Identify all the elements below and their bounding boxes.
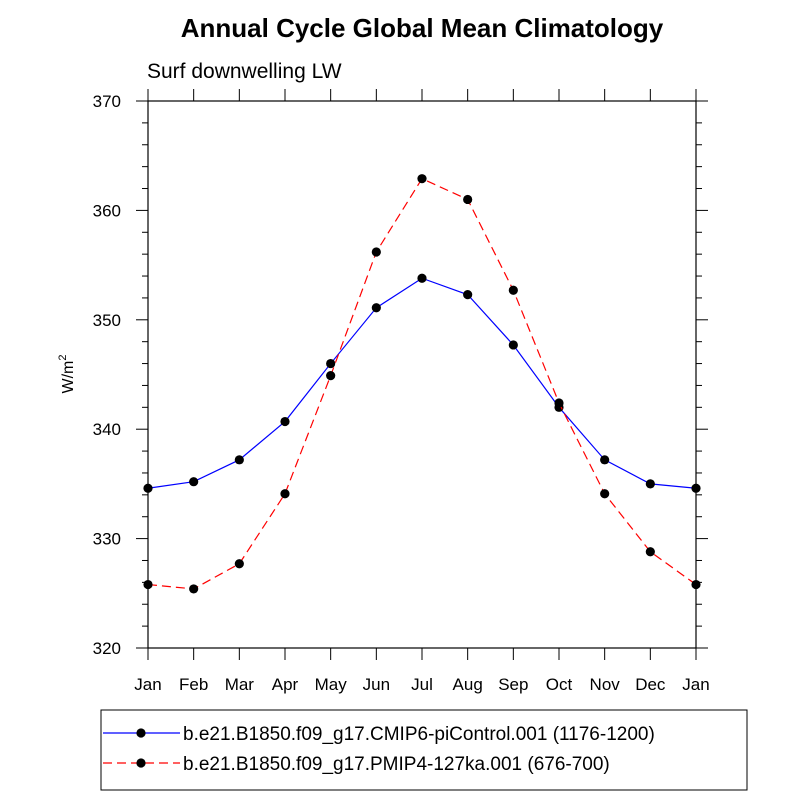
legend-label: b.e21.B1850.f09_g17.CMIP6-piControl.001 …: [183, 724, 655, 745]
data-point: [417, 273, 427, 283]
x-tick-label: Aug: [453, 675, 483, 694]
y-axis-label-units: W/m: [60, 361, 77, 394]
data-point: [326, 358, 336, 369]
y-tick-label: 340: [93, 420, 121, 439]
legend-marker: [136, 728, 146, 738]
x-tick-label: Jan: [134, 675, 161, 694]
data-point: [554, 398, 564, 408]
data-point: [326, 370, 336, 381]
y-tick-label: 320: [93, 639, 121, 658]
y-axis-label-superscript: 2: [57, 355, 69, 361]
legend-box: [100, 709, 748, 791]
data-point: [280, 489, 290, 499]
x-tick-label: Jan: [682, 675, 709, 694]
series-line: [147, 277, 697, 489]
axis-ticks: [136, 89, 708, 660]
series-1: [143, 273, 701, 493]
tick-labels: 320 330 340 350 360 370 Jan Feb Mar Apr May Jun Jul A…: [93, 92, 710, 694]
series-layer: [143, 174, 701, 594]
data-point: [234, 559, 244, 569]
x-tick-label: Mar: [225, 675, 255, 694]
legend-label: b.e21.B1850.f09_g17.PMIP4-127ka.001 (676…: [183, 754, 610, 775]
x-tick-label: Jun: [363, 675, 390, 694]
data-point: [645, 547, 655, 557]
x-tick-label: Apr: [272, 675, 299, 694]
y-tick-label: 330: [93, 530, 121, 549]
data-point: [508, 340, 518, 350]
chart-title: Annual Cycle Global Mean Climatology: [181, 13, 664, 43]
data-point: [189, 584, 199, 594]
y-tick-label: 350: [93, 311, 121, 330]
y-axis-label: W/m2: [57, 355, 77, 394]
series-2: [143, 174, 701, 594]
x-tick-label: May: [315, 675, 348, 694]
x-tick-label: Feb: [179, 675, 208, 694]
chart-subtitle: Surf downwelling LW: [147, 60, 342, 83]
plot-frame: [147, 100, 697, 649]
x-tick-label: Oct: [546, 675, 573, 694]
y-tick-label: 370: [93, 92, 121, 111]
data-point: [189, 477, 199, 487]
svg-text:W/m2: W/m2: [57, 355, 77, 394]
data-point: [463, 290, 473, 300]
data-point: [600, 455, 610, 465]
data-point: [371, 247, 381, 257]
data-point: [234, 455, 244, 465]
data-point: [280, 416, 290, 427]
data-point: [463, 194, 473, 205]
x-tick-label: Nov: [590, 675, 621, 694]
legend: b.e21.B1850.f09_g17.CMIP6-piControl.001 …: [103, 724, 655, 775]
x-tick-label: Dec: [635, 675, 666, 694]
x-tick-label: Jul: [411, 675, 433, 694]
x-tick-label: Sep: [498, 675, 528, 694]
data-point: [600, 489, 610, 499]
data-point: [645, 479, 655, 489]
data-point: [508, 285, 518, 295]
series-line: [147, 177, 697, 590]
data-point: [417, 174, 427, 184]
data-point: [371, 303, 381, 313]
legend-marker: [136, 758, 146, 768]
y-tick-label: 360: [93, 201, 121, 220]
